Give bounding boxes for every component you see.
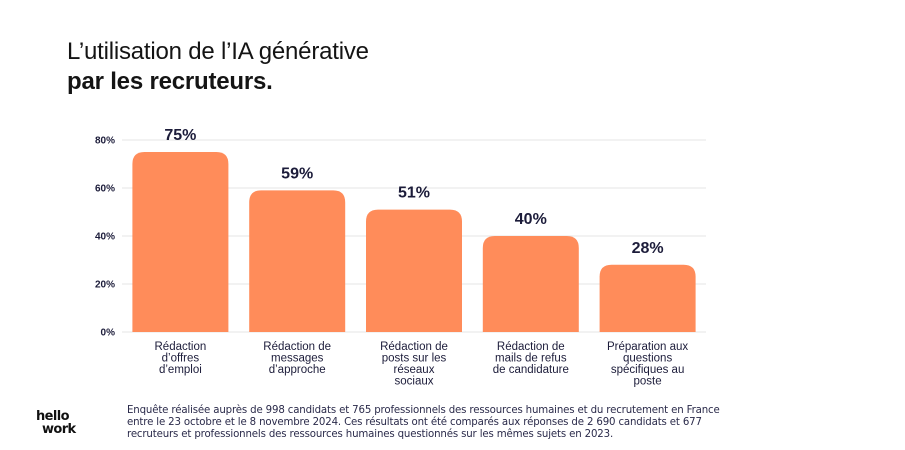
bar (132, 152, 229, 332)
title-line-2: par les recruteurs. (67, 68, 273, 95)
chart-title: L’utilisation de l’IA générative par les… (67, 37, 369, 97)
bar (249, 190, 346, 332)
x-tick-label: Rédaction d’offres d’emploi (155, 341, 207, 376)
y-tick-label: 40% (95, 232, 115, 243)
footnote-line-1: Enquête réalisée auprès de 998 candidats… (127, 405, 720, 416)
x-tick-label: Rédaction de mails de refus de candidature (493, 341, 569, 376)
x-tick-label: Rédaction de messages d’approche (263, 341, 331, 376)
logo-line-2: work (42, 422, 76, 437)
footnote: Enquête réalisée auprès de 998 candidats… (127, 405, 727, 441)
bar-chart: 0% 20% 40% 60% 80% 75% Rédaction d’offres d’empl… (95, 127, 706, 388)
data-label: 28% (632, 240, 664, 257)
hellowork-logo: hello work (36, 410, 76, 436)
title-line-1: L’utilisation de l’IA générative (67, 38, 369, 65)
bar (366, 209, 462, 332)
bar (599, 264, 696, 332)
y-tick-label: 60% (95, 184, 115, 195)
y-tick-label: 20% (95, 280, 115, 291)
x-tick-label: Rédaction de posts sur les réseaux sociaux (380, 341, 448, 388)
data-label: 75% (164, 127, 196, 144)
data-label: 51% (398, 185, 430, 202)
x-tick-label: Préparation aux questions spécifiques au po… (607, 341, 688, 388)
footnote-line-2: entre le 23 octobre et le 8 novembre 202… (127, 417, 702, 428)
data-label: 40% (515, 211, 547, 228)
y-tick-label: 0% (101, 328, 116, 339)
footnote-line-3: recruteurs et professionnels des ressour… (127, 429, 614, 440)
bar (482, 236, 579, 332)
data-label: 59% (281, 165, 313, 182)
logo-line-1: hello (36, 409, 70, 424)
y-tick-label: 80% (95, 136, 115, 147)
